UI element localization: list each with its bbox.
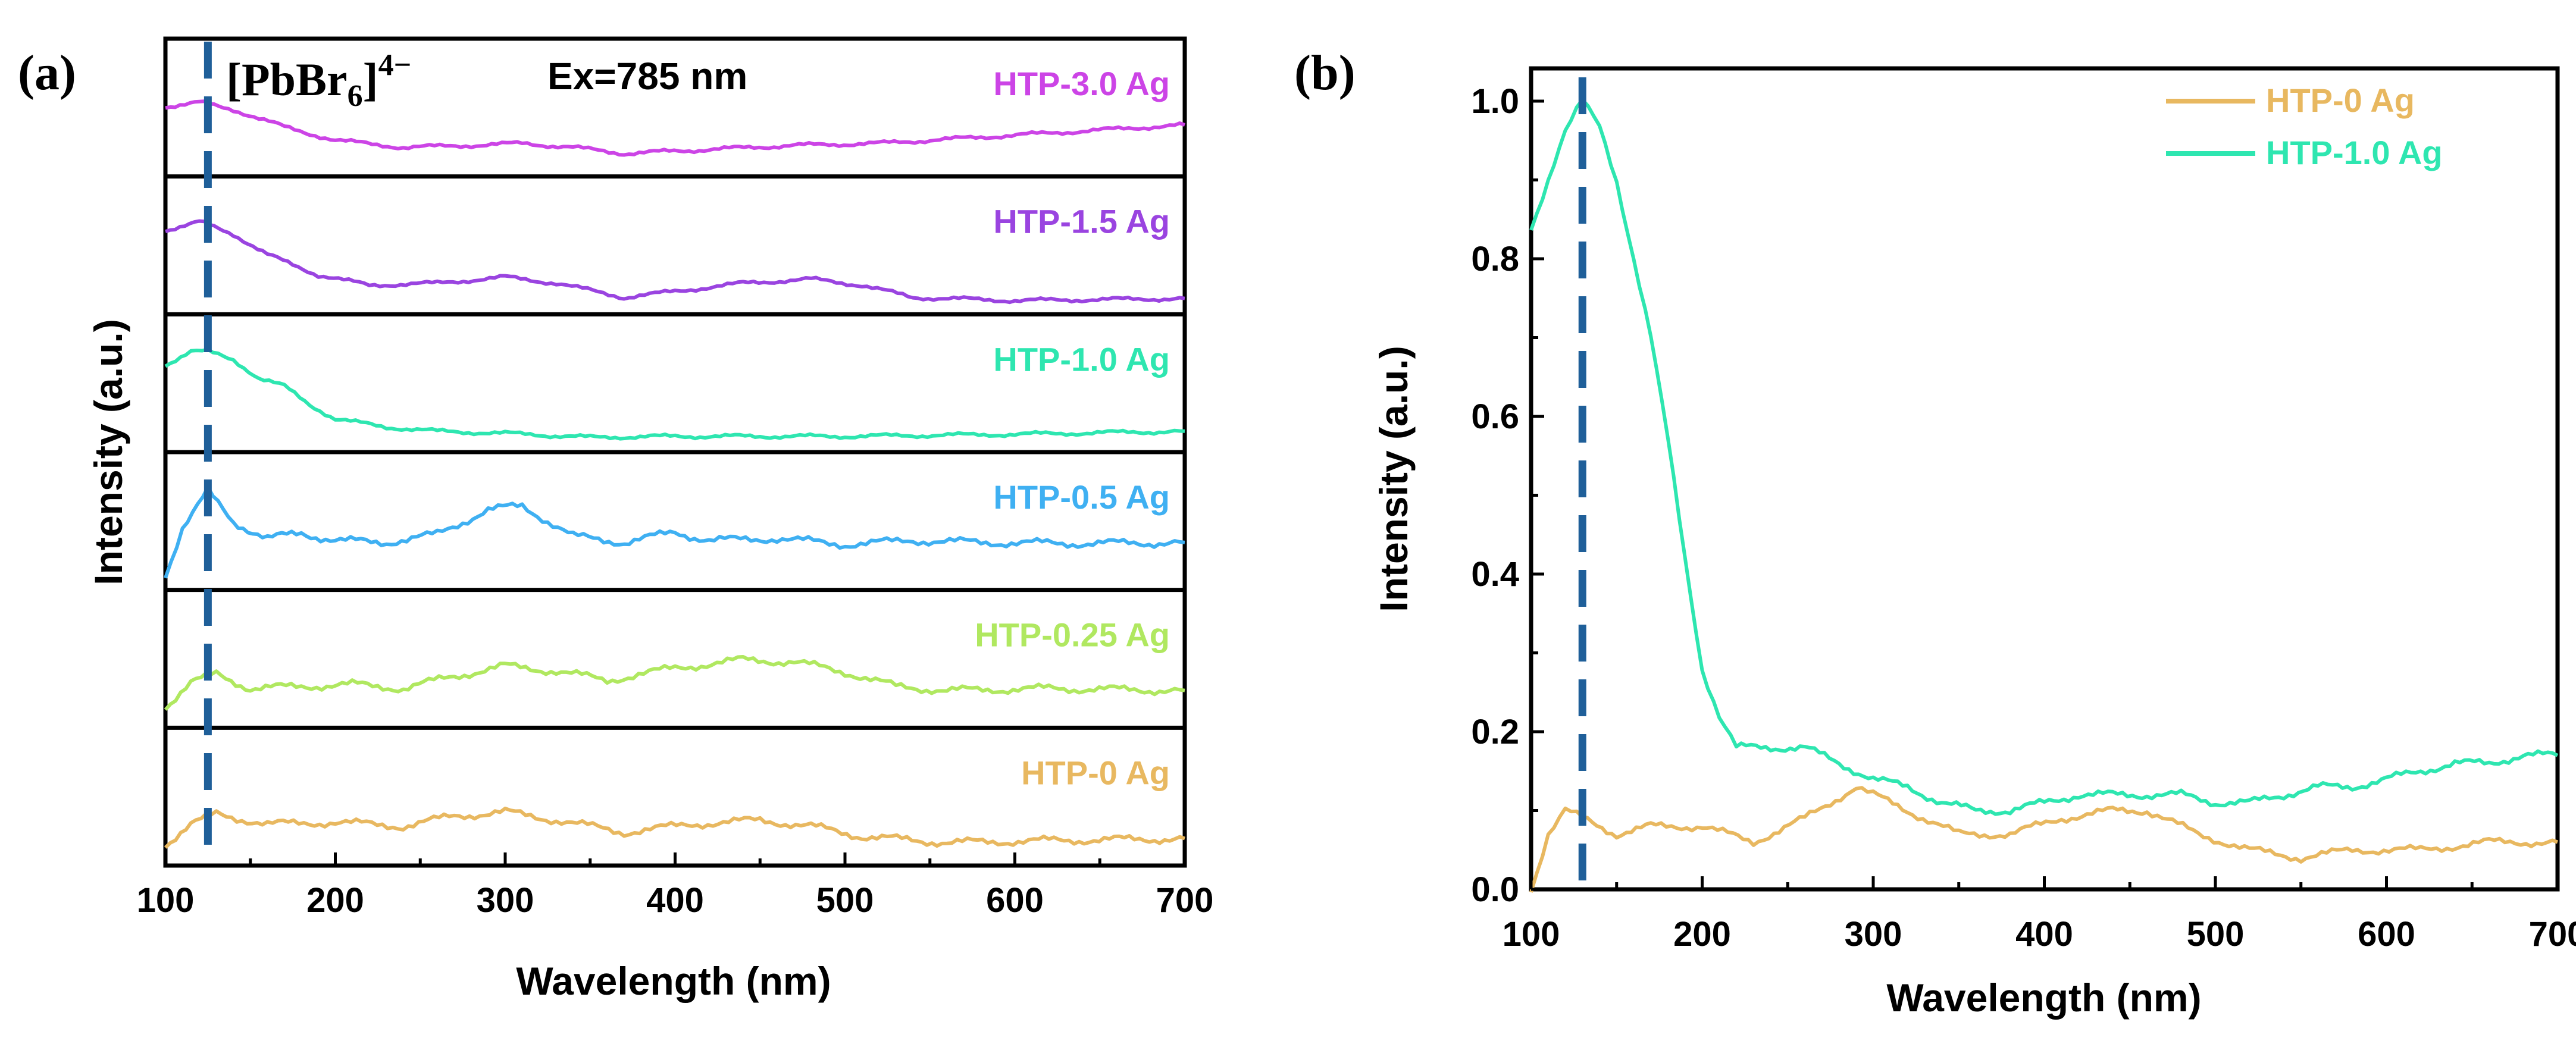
- series-line-htp-1-5-ag: [165, 219, 1185, 305]
- series-label-htp-1-0-ag: HTP-1.0 Ag: [993, 340, 1170, 378]
- x-tick-label: 100: [1503, 915, 1560, 954]
- x-tick-label: 500: [2187, 915, 2245, 954]
- y-tick-label: 0.2: [1471, 713, 1519, 751]
- panel-a-traces: [164, 99, 1185, 849]
- x-tick-label: 600: [986, 881, 1044, 920]
- x-tick-label: 300: [477, 881, 534, 920]
- panel-b-letter: (b): [1294, 45, 1356, 101]
- series-line-htp-0-5-ag: [164, 485, 1185, 579]
- panel-b-x-ticks: 100 200 300 400 500 600 700: [1503, 876, 2576, 954]
- panel-a: (a) HTP-3.0 Ag HTP-1.5 Ag HTP-1.0 Ag HTP-0.…: [18, 36, 1214, 1003]
- series-line-htp-1-0-ag: [1529, 98, 2559, 816]
- panel-b-traces: [1529, 98, 2559, 893]
- y-tick-label: 1.0: [1471, 82, 1519, 121]
- x-tick-label: 700: [2529, 915, 2576, 954]
- series-line-htp-0-ag: [1529, 786, 2558, 893]
- y-tick-label: 0.8: [1471, 240, 1519, 278]
- panel-b-y-ticks: 0.0 0.2 0.4 0.6 0.8 1.0: [1471, 82, 1544, 909]
- series-label-htp-3-0-ag: HTP-3.0 Ag: [993, 65, 1170, 102]
- x-tick-label: 500: [816, 881, 874, 920]
- panel-b-legend: HTP-0 Ag HTP-1.0 Ag: [2166, 81, 2443, 171]
- legend-label-htp-1-0-ag: HTP-1.0 Ag: [2266, 134, 2443, 171]
- series-label-htp-0-25-ag: HTP-0.25 Ag: [975, 616, 1170, 654]
- x-tick-label: 400: [2015, 915, 2073, 954]
- y-tick-label: 0.6: [1471, 397, 1519, 436]
- x-tick-label: 600: [2358, 915, 2415, 954]
- series-label-htp-0-5-ag: HTP-0.5 Ag: [993, 478, 1170, 516]
- y-tick-label: 0.0: [1471, 870, 1519, 909]
- panel-a-species-annotation: [PbBr6]4−: [226, 48, 411, 113]
- x-tick-label: 400: [646, 881, 704, 920]
- series-label-htp-0-ag: HTP-0 Ag: [1021, 754, 1170, 791]
- series-line-htp-0-25-ag: [164, 655, 1185, 711]
- x-tick-label: 100: [137, 881, 195, 920]
- legend-label-htp-0-ag: HTP-0 Ag: [2266, 81, 2415, 119]
- panel-a-x-ticks: 100 200 300 400 500 600 700: [137, 852, 1214, 920]
- x-tick-label: 700: [1156, 881, 1214, 920]
- series-label-htp-1-5-ag: HTP-1.5 Ag: [993, 203, 1170, 240]
- series-line-htp-0-ag: [164, 806, 1185, 849]
- panel-a-x-axis-label: Wavelength (nm): [516, 959, 831, 1003]
- panel-a-y-axis-label: Intensity (a.u.): [86, 319, 130, 585]
- series-line-htp-3-0-ag: [165, 99, 1185, 157]
- y-tick-label: 0.4: [1471, 555, 1519, 594]
- panel-a-excitation-annotation: Ex=785 nm: [547, 55, 747, 98]
- panel-a-row-separators: [165, 174, 1185, 730]
- x-tick-label: 200: [1673, 915, 1731, 954]
- panel-b-y-axis-label: Intensity (a.u.): [1372, 346, 1416, 612]
- x-tick-label: 300: [1845, 915, 1902, 954]
- series-line-htp-1-0-ag: [164, 347, 1185, 441]
- panel-a-series-labels: HTP-3.0 Ag HTP-1.5 Ag HTP-1.0 Ag HTP-0.5 Ag…: [975, 65, 1170, 791]
- x-tick-label: 200: [306, 881, 364, 920]
- panel-b-frame: [1529, 66, 2560, 892]
- panel-a-letter: (a): [18, 45, 76, 101]
- panel-b-x-axis-label: Wavelength (nm): [1886, 976, 2201, 1020]
